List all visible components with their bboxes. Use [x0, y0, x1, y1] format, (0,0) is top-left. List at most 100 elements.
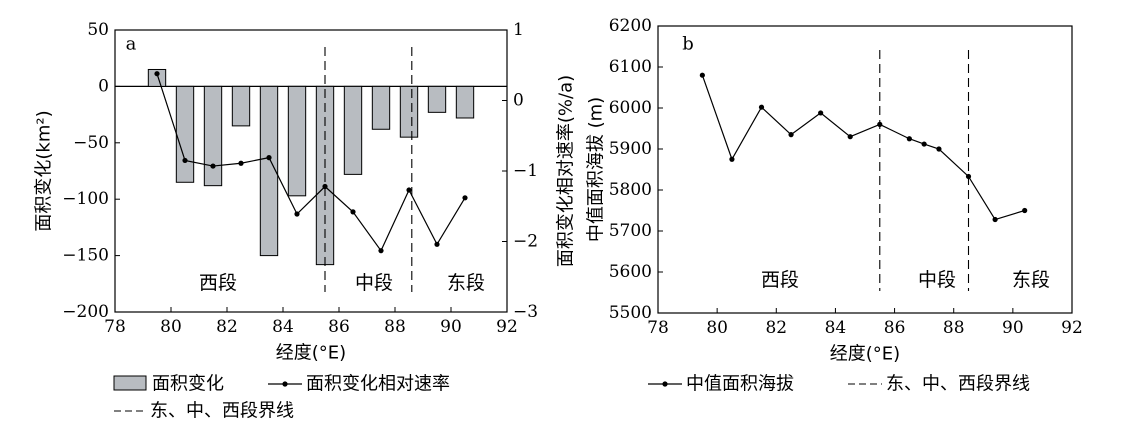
panel-b-region-label: 西段 — [761, 269, 799, 291]
panel-a-rate-point-7 — [350, 209, 356, 215]
panel-b-y-tick-label: 5900 — [609, 139, 652, 159]
panel-a-x-tick-label: 78 — [104, 317, 126, 337]
panel-b-x-tick-label: 84 — [825, 318, 847, 338]
panel-a-yleft-tick-label: −100 — [62, 189, 109, 209]
panel-a-rate-point-9 — [406, 187, 412, 193]
panel-a-x-tick-label: 84 — [272, 317, 294, 337]
panel-b-elevation-point-12 — [1022, 207, 1028, 214]
legend-a-bar-swatch — [113, 375, 147, 391]
panel-b-elevation-point-6 — [877, 121, 883, 127]
panel-b-x-tick-label: 92 — [1061, 318, 1083, 338]
legend-a-dash-label: 东、中、西段界线 — [150, 401, 294, 422]
panel-b-region-label: 中段 — [918, 269, 956, 291]
panel-a-yright-tick-label: −2 — [513, 232, 538, 252]
bar-area-change-8 — [371, 85, 391, 130]
panel-a-x-axis-label: 经度(°E) — [276, 343, 346, 364]
panel-a-rate-line — [156, 73, 466, 252]
bar-area-change-3 — [231, 85, 251, 127]
panel-a-rate-point-0 — [154, 71, 160, 77]
bar-area-change-9 — [399, 85, 419, 138]
bar-area-change-11 — [455, 85, 475, 119]
panel-b-y-tick-label: 5500 — [609, 303, 652, 323]
panel-b-x-tick-label: 80 — [706, 318, 728, 338]
panel-b-elevation-point-10 — [965, 173, 972, 180]
bar-area-change-4 — [259, 85, 279, 257]
panel-a-chart: 78 80 82 84 86 88 90 92 50 0 −50 −100 −150 −200 1 0 −1 −2… — [34, 20, 577, 364]
panel-b-elevation-point-2 — [758, 104, 765, 110]
panel-b-y-axis-label: 中值面积海拔 (m) — [586, 97, 607, 242]
panel-a-rate-point-11 — [462, 195, 468, 201]
panel-b-label: b — [682, 34, 694, 55]
panel-a-yleft-tick-label: −150 — [62, 246, 109, 266]
panel-a-yright-tick-label: −3 — [513, 302, 538, 322]
panel-a-rate-point-3 — [238, 160, 244, 166]
panel-a-region-label: 西段 — [199, 272, 237, 294]
bar-area-change-5 — [287, 85, 307, 197]
panel-a-region-label: 东段 — [447, 272, 485, 294]
panel-b-elevation-point-1 — [729, 156, 735, 162]
panel-b-x-axis-label: 经度(°E) — [830, 344, 900, 365]
bar-area-change-2 — [203, 85, 223, 187]
panel-a-region-label: 中段 — [355, 272, 393, 294]
panel-b-x-tick-label: 90 — [1002, 318, 1024, 338]
bar-area-change-1 — [175, 85, 195, 183]
panel-b-elevation-point-8 — [921, 141, 927, 147]
panel-a-yright-tick-label: 1 — [513, 20, 524, 40]
panel-b-y-tick-label: 5800 — [609, 180, 652, 200]
panel-a-yleft-tick-label: 50 — [87, 20, 109, 40]
panel-b-elevation-point-11 — [992, 216, 998, 223]
panel-a-yright-tick-label: 0 — [513, 91, 524, 111]
panel-a-x-tick-label: 86 — [328, 317, 350, 337]
panel-b-x-tick-label: 86 — [884, 318, 906, 338]
panel-b-x-tick-label: 82 — [765, 318, 787, 338]
panel-a-frame — [114, 29, 508, 313]
panel-a-x-tick-label: 88 — [384, 317, 406, 337]
panel-a-x-tick-label: 82 — [216, 317, 238, 337]
panel-b-elevation-line — [701, 75, 1025, 221]
panel-b-elevation-point-7 — [906, 136, 912, 142]
panel-a-x-tick-label: 92 — [496, 317, 518, 337]
panel-b-chart: 78 80 82 84 86 88 90 92 6200 6100 6000 5900 5800 5700… — [586, 16, 1083, 365]
panel-a-yleft-tick-label: −200 — [62, 302, 109, 322]
legend-b-line-marker — [662, 381, 668, 387]
panel-a-yright-tick-label: −1 — [513, 161, 538, 181]
panel-b-y-tick-label: 6000 — [609, 98, 652, 118]
panel-b-y-tick-label: 6200 — [609, 16, 652, 36]
panel-b-elevation-point-3 — [788, 132, 794, 138]
panel-a-y-left-axis-label: 面积变化(km²) — [34, 110, 55, 231]
legend-b: 中值面积海拔 东、中、西段界线 — [648, 374, 1030, 395]
panel-a-label: a — [126, 34, 137, 55]
legend-a-line-marker — [282, 381, 288, 387]
panel-a-x-tick-label: 80 — [160, 317, 182, 337]
bar-area-change-10 — [427, 85, 447, 113]
panel-a-yleft-tick-label: −50 — [73, 133, 109, 153]
legend-b-dash-label: 东、中、西段界线 — [886, 374, 1030, 395]
legend-a-line-label: 面积变化相对速率 — [306, 374, 450, 395]
panel-b-elevation-point-5 — [847, 134, 853, 140]
panel-b-elevation-point-9 — [936, 146, 942, 152]
panel-b-elevation-point-4 — [818, 110, 824, 116]
panel-a-rate-point-2 — [210, 163, 216, 169]
panel-a-rate-point-6 — [322, 183, 328, 190]
panel-b-frame — [657, 25, 1073, 314]
panel-a-rate-point-1 — [182, 157, 188, 164]
legend-a-bar-label: 面积变化 — [152, 374, 224, 395]
panel-b-x-tick-label: 88 — [943, 318, 965, 338]
panel-a-rate-point-5 — [294, 211, 300, 217]
bar-area-change-0 — [147, 68, 167, 87]
bar-area-change-7 — [343, 85, 363, 175]
panel-a-rate-point-4 — [266, 155, 272, 161]
panel-a-rate-point-8 — [378, 248, 384, 254]
panel-b-region-label: 东段 — [1012, 269, 1050, 291]
panel-a-yleft-tick-label: 0 — [98, 76, 109, 96]
panel-b-y-tick-label: 5600 — [609, 262, 652, 282]
panel-b-elevation-point-0 — [699, 72, 705, 78]
panel-b-y-tick-label: 6100 — [609, 57, 652, 77]
legend-b-line-label: 中值面积海拔 — [686, 374, 794, 395]
panel-a-y-right-axis-label: 面积变化相对速率(%/a) — [556, 75, 577, 267]
panel-a-x-tick-label: 90 — [440, 317, 462, 337]
panel-a-rate-point-10 — [434, 241, 440, 247]
panel-b-y-tick-label: 5700 — [609, 221, 652, 241]
